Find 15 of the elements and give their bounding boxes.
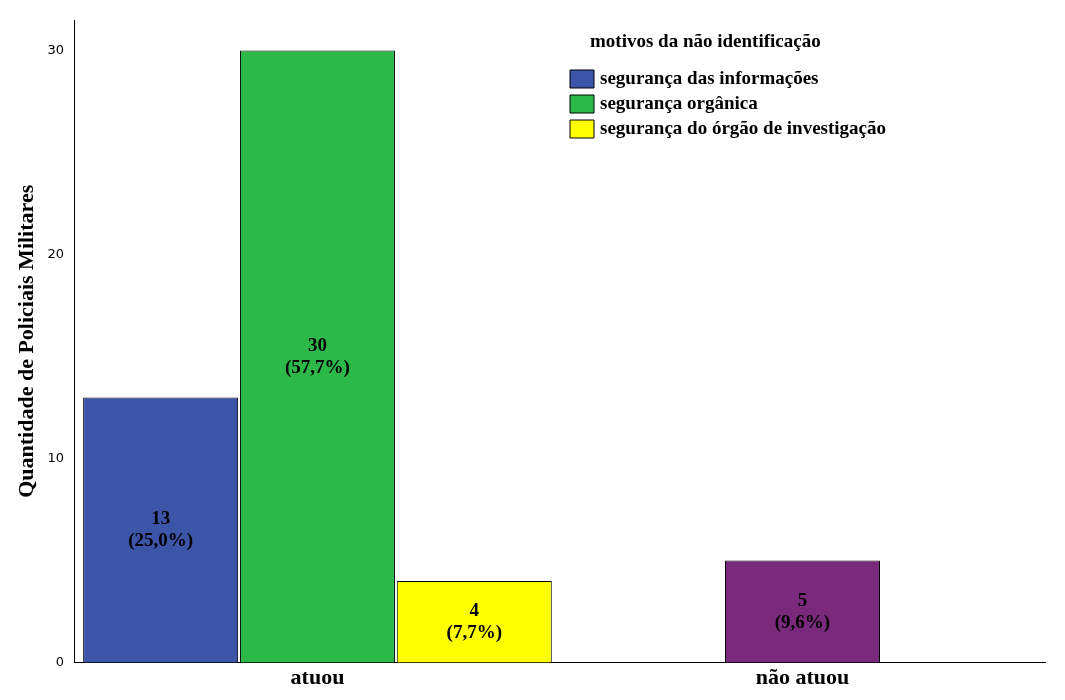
data-label: 30 (57,7%) xyxy=(285,333,350,378)
x-tick-label: não atuou xyxy=(755,664,850,690)
y-tick-label: 10 xyxy=(47,449,64,465)
legend-label: segurança do órgão de investigação xyxy=(600,116,887,138)
x-tick-label: atuou xyxy=(290,664,345,690)
y-tick-label: 30 xyxy=(47,41,64,57)
data-label: 5 (9,6%) xyxy=(774,588,831,633)
y-tick-label: 20 xyxy=(47,245,64,261)
legend-label: segurança das informações xyxy=(600,66,819,88)
legend-title: motivos da não identificação xyxy=(590,29,821,51)
data-label: 4 (7,7%) xyxy=(446,598,502,643)
y-axis-title: Quantidade de Policiais Militares xyxy=(12,184,38,498)
data-label: 13 (25,0%) xyxy=(128,506,194,551)
y-tick-label: 0 xyxy=(55,653,64,669)
legend-label: segurança orgânica xyxy=(600,91,759,113)
